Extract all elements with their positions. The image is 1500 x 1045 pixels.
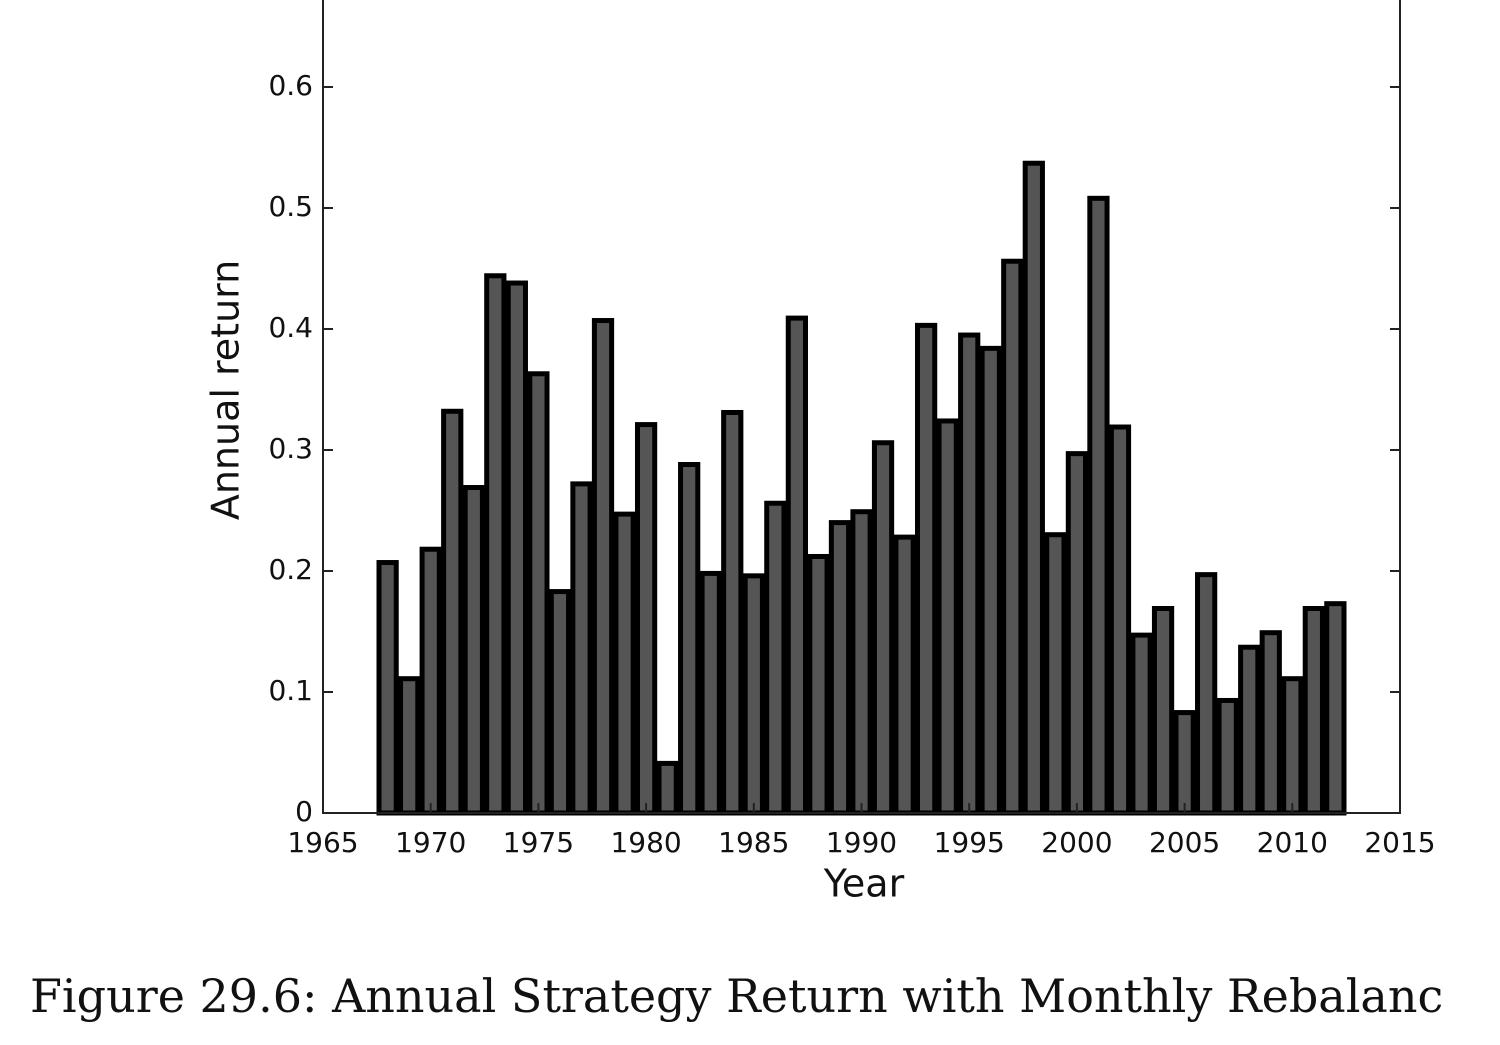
x-tick-label: 1975 xyxy=(503,826,574,859)
x-tick-label: 2000 xyxy=(1041,826,1112,859)
x-tick-label: 2005 xyxy=(1149,826,1220,859)
bar xyxy=(570,481,593,816)
y-tick-label: 0.6 xyxy=(268,69,313,102)
bar xyxy=(807,553,830,816)
bar xyxy=(398,676,421,816)
figure-caption: Figure 29.6: Annual Strategy Return with… xyxy=(30,969,1443,1023)
bar xyxy=(1216,697,1239,816)
bar xyxy=(936,418,959,816)
bar xyxy=(1238,644,1261,816)
bar xyxy=(764,500,787,816)
y-tick-label: 0 xyxy=(295,795,313,828)
bar xyxy=(785,315,808,816)
bar xyxy=(1324,601,1347,816)
bar xyxy=(1259,630,1282,816)
bar xyxy=(1022,160,1045,816)
bar xyxy=(1065,451,1089,816)
bar xyxy=(1302,606,1325,816)
bar xyxy=(850,509,873,816)
x-tick-label: 1980 xyxy=(610,826,681,859)
bar xyxy=(505,280,528,816)
bar xyxy=(527,371,550,816)
y-tick-label: 0.4 xyxy=(268,311,313,344)
bar xyxy=(1044,532,1067,816)
y-tick-label: 0.5 xyxy=(268,190,313,223)
bar xyxy=(376,560,399,816)
bar xyxy=(548,589,572,816)
bar xyxy=(1001,258,1024,816)
y-tick-label: 0.3 xyxy=(268,432,313,465)
y-tick-label: 0.1 xyxy=(268,674,313,707)
bar xyxy=(419,546,442,816)
bar xyxy=(1173,710,1196,816)
bar xyxy=(1108,424,1132,816)
bar xyxy=(871,440,895,816)
bar xyxy=(958,332,981,816)
bar xyxy=(742,573,765,816)
bar xyxy=(699,570,722,816)
x-tick-label: 1985 xyxy=(718,826,789,859)
bar xyxy=(828,520,852,816)
bar xyxy=(484,273,507,816)
x-axis-label: Year xyxy=(823,862,905,906)
x-tick-label: 1970 xyxy=(395,826,466,859)
bar xyxy=(441,408,464,816)
x-tick-label: 1995 xyxy=(934,826,1005,859)
bar xyxy=(1087,195,1110,816)
bar xyxy=(613,511,636,816)
bar xyxy=(915,322,938,816)
bar xyxy=(634,422,658,816)
bar xyxy=(1151,606,1175,816)
bar xyxy=(591,318,615,816)
bar xyxy=(893,534,916,816)
bar xyxy=(462,485,485,816)
bar xyxy=(656,760,679,816)
bar xyxy=(721,409,744,816)
x-tick-label: 2010 xyxy=(1257,826,1328,859)
bar xyxy=(1281,676,1304,816)
bar xyxy=(1130,632,1153,816)
x-tick-label: 1990 xyxy=(826,826,897,859)
bar xyxy=(678,462,701,816)
bar xyxy=(1195,572,1218,816)
bar xyxy=(979,345,1002,816)
y-tick-label: 0.2 xyxy=(268,553,313,586)
x-tick-label: 1965 xyxy=(287,826,358,859)
y-axis-label: Annual return xyxy=(204,260,248,520)
x-tick-label: 2015 xyxy=(1364,826,1435,859)
